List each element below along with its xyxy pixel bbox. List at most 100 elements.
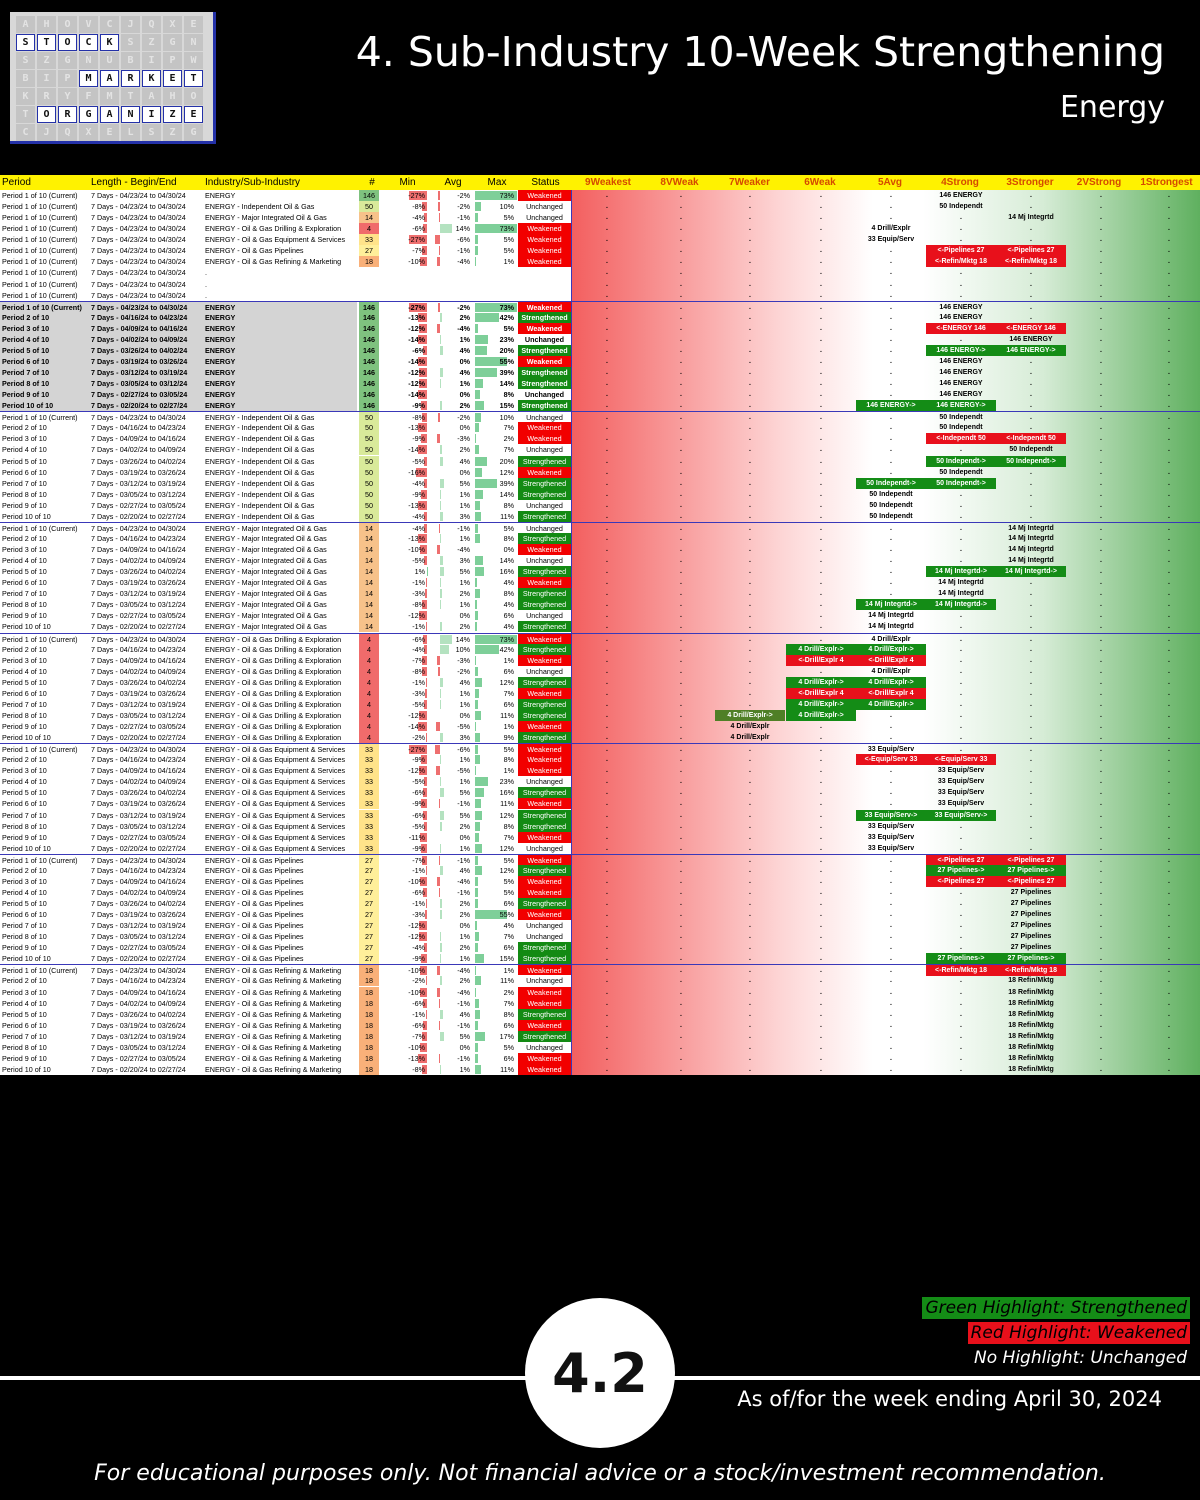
cell-industry: ENERGY - Oil & Gas Refining & Marketing — [205, 1053, 342, 1063]
cell-count: 146 — [359, 378, 379, 390]
strength-empty-dot: . — [1100, 833, 1102, 841]
max-bar — [475, 191, 517, 200]
cell-status: Strengthened — [518, 621, 571, 633]
strength-empty-dot: . — [960, 822, 962, 830]
cell-count: 18 — [359, 1030, 379, 1042]
strength-empty-dot: . — [1100, 678, 1102, 686]
strength-empty-dot: . — [680, 546, 682, 553]
cell-min: -10% — [408, 987, 425, 997]
legend: Green Highlight: Strengthened Red Highli… — [922, 1297, 1190, 1372]
logo-filler-letter: C — [100, 16, 119, 33]
cell-min: -6% — [412, 634, 425, 644]
cell-min: -5% — [412, 456, 425, 466]
cell-count — [359, 290, 379, 301]
cell-length: 7 Days - 04/16/24 to 04/23/24 — [91, 423, 186, 433]
strength-empty-dot: . — [960, 557, 962, 565]
min-bar — [419, 611, 427, 621]
cell-period: Period 1 of 10 (Current) — [2, 235, 78, 245]
strength-empty-dot: . — [749, 479, 751, 487]
avg-bar — [440, 345, 444, 355]
min-bar — [425, 910, 427, 920]
strength-empty-dot: . — [680, 247, 682, 255]
cell-max: 11% — [500, 799, 514, 809]
cell-min: -4% — [412, 478, 425, 488]
cell-status: Strengthened — [518, 643, 571, 655]
cell-status: Unchanged — [518, 776, 571, 788]
cell-status: Weakened — [518, 633, 571, 645]
strength-empty-dot: . — [1100, 546, 1102, 553]
cell-avg: -4% — [457, 966, 470, 976]
cell-max: 23% — [499, 334, 514, 344]
cell-industry: ENERGY - Oil & Gas Drilling & Exploratio… — [205, 224, 342, 234]
strength-cell: 14 Mj Integrtd — [1008, 524, 1054, 532]
cell-period: Period 9 of 10 — [2, 832, 47, 842]
strength-empty-dot: . — [1168, 579, 1170, 587]
cell-min: -1% — [412, 899, 425, 908]
table-row: Period 8 of 10 7 Days - 03/05/24 to 03/12… — [0, 709, 1200, 721]
strength-empty-dot: . — [606, 324, 608, 332]
cell-min: -9% — [412, 954, 425, 964]
cell-status: Weakened — [518, 721, 571, 732]
min-bar — [421, 489, 427, 499]
strength-empty-dot: . — [680, 667, 682, 675]
cell-max: 4% — [503, 622, 514, 632]
strength-table: Period Length - Begin/End Industry/Sub-I… — [0, 175, 1200, 1075]
strength-empty-dot: . — [680, 1032, 682, 1040]
strength-empty-dot: . — [1100, 534, 1102, 542]
strength-cell: <-Refin/Mktg 18 — [926, 965, 996, 977]
cell-max: 7% — [503, 445, 514, 455]
avg-bar — [440, 755, 441, 765]
cell-period: Period 4 of 10 — [2, 556, 47, 566]
strength-empty-dot: . — [1100, 435, 1102, 443]
strength-cell: <-Pipelines 27 — [926, 245, 996, 257]
cell-avg: 1% — [459, 932, 470, 942]
strength-empty-dot: . — [820, 866, 822, 874]
cell-industry: ENERGY - Oil & Gas Equipment & Services — [205, 777, 346, 787]
strength-empty-dot: . — [749, 822, 751, 830]
strength-empty-dot: . — [606, 346, 608, 354]
cell-avg: 1% — [459, 334, 470, 344]
max-bar — [475, 235, 478, 245]
col-min: Min — [399, 177, 416, 188]
cell-length: 7 Days - 04/02/24 to 04/09/24 — [91, 556, 186, 566]
cell-period: Period 10 of 10 — [2, 511, 51, 521]
strength-empty-dot: . — [606, 601, 608, 609]
strength-empty-dot: . — [890, 391, 892, 399]
strength-empty-dot: . — [606, 414, 608, 422]
strength-empty-dot: . — [749, 468, 751, 476]
strength-empty-dot: . — [1168, 291, 1170, 299]
cell-min: -27% — [408, 302, 425, 312]
logo-filler-letter: A — [142, 88, 161, 105]
strength-cell: 146 ENERGY — [939, 303, 983, 311]
logo-letter: K — [142, 70, 161, 87]
cell-avg: -4% — [457, 987, 470, 997]
cell-avg: 1% — [459, 688, 470, 698]
avg-bar — [439, 855, 440, 865]
cell-max: 55% — [499, 356, 514, 366]
cell-status: Unchanged — [518, 412, 571, 424]
strength-empty-dot: . — [749, 922, 751, 930]
strength-empty-dot: . — [680, 369, 682, 376]
cell-period: Period 5 of 10 — [2, 567, 47, 577]
strength-cell: 14 Mj Integrtd — [868, 612, 914, 620]
avg-bar — [440, 368, 444, 377]
strength-empty-dot: . — [1100, 623, 1102, 631]
cell-status: Unchanged — [518, 842, 571, 854]
strength-empty-dot: . — [890, 1054, 892, 1062]
cell-length: 7 Days - 02/20/24 to 02/27/24 — [91, 954, 186, 964]
cell-length: 7 Days - 02/27/24 to 03/05/24 — [91, 722, 186, 731]
strength-cell: 50 Independt-> — [926, 455, 996, 467]
table-row: Period 1 of 10 (Current) 7 Days - 04/23/2… — [0, 234, 1200, 246]
logo-letter: R — [58, 106, 77, 123]
cell-count: 27 — [359, 942, 379, 954]
strength-empty-dot: . — [1168, 678, 1170, 686]
cell-industry: ENERGY - Oil & Gas Equipment & Services — [205, 766, 346, 776]
table-row: Period 1 of 10 (Current) 7 Days - 04/23/2… — [0, 190, 1200, 201]
cell-avg: 5% — [459, 478, 470, 488]
cell-status: Unchanged — [518, 931, 571, 943]
strength-empty-dot: . — [749, 247, 751, 255]
cell-avg: -3% — [457, 655, 470, 665]
cell-count: 146 — [359, 301, 379, 313]
cell-count: 18 — [359, 1052, 379, 1064]
cell-period: Period 9 of 10 — [2, 943, 47, 953]
